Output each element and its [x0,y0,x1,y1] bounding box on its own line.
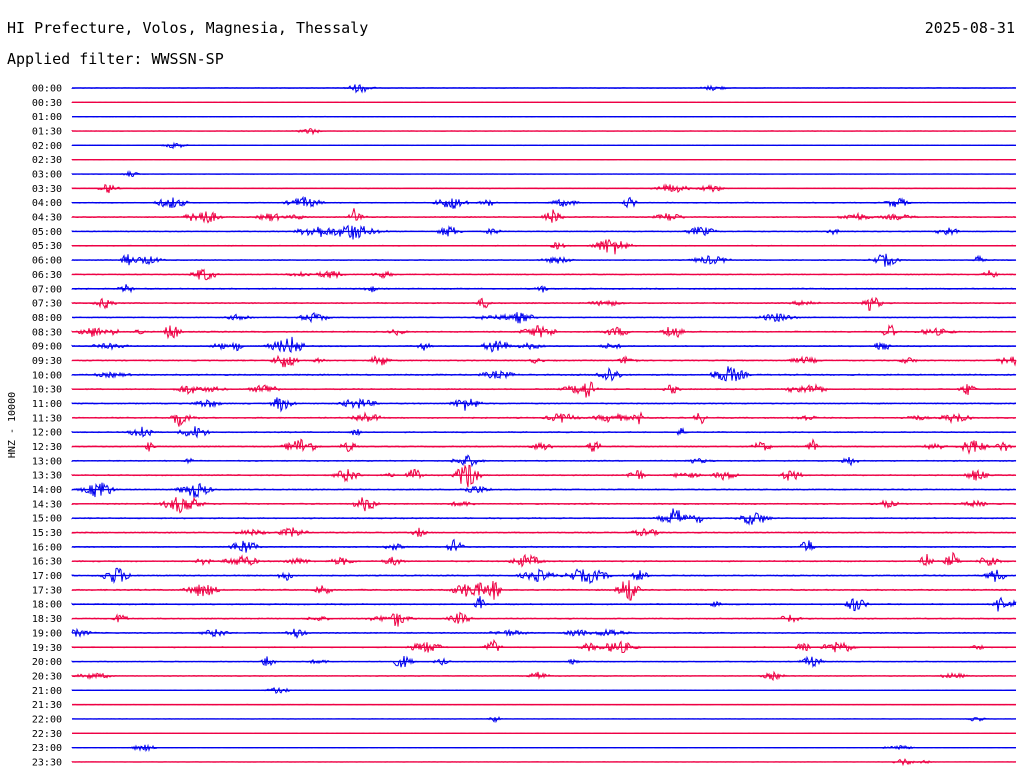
time-tick-label: 19:00 [32,628,62,639]
time-tick-label: 07:00 [32,284,62,295]
seismogram-trace-row [71,464,1017,488]
time-tick-label: 06:00 [32,256,62,267]
seismogram-trace-row [71,296,1017,311]
time-tick-label: 04:00 [32,198,62,209]
time-tick-label: 12:30 [32,442,62,453]
time-tick-label: 13:00 [32,456,62,467]
time-tick-label: 04:30 [32,213,62,224]
time-tick-label: 06:30 [32,270,62,281]
date-label: 2025-08-31 [924,19,1015,37]
filter-label: Applied filter: WWSSN-SP [7,50,224,68]
time-tick-label: 15:30 [32,528,62,539]
seismogram-traces [71,84,1017,767]
time-tick-label: 17:00 [32,571,62,582]
time-tick-label: 11:30 [32,413,62,424]
seismogram-trace-row [71,508,1017,526]
time-tick-label: 01:30 [32,127,62,138]
time-tick-label: 22:30 [32,729,62,740]
seismogram-trace-row [71,336,1017,354]
seismogram-trace-row [71,538,1017,553]
seismogram-trace-row [71,208,1017,224]
time-tick-label: 18:30 [32,614,62,625]
time-tick-labels: 00:00 00:30 01:00 01:30 02:00 02:30 03:00 03:30… [32,84,62,769]
time-tick-label: 10:00 [32,370,62,381]
seismogram-trace-row [71,611,1017,627]
seismogram-trace-row [71,354,1017,368]
time-tick-label: 21:00 [32,686,62,697]
time-tick-label: 17:30 [32,585,62,596]
time-tick-label: 00:00 [32,84,62,95]
time-tick-label: 23:30 [32,757,62,768]
time-tick-label: 09:00 [32,342,62,353]
time-tick-label: 05:00 [32,227,62,238]
time-tick-label: 01:00 [32,112,62,123]
time-tick-label: 07:30 [32,299,62,310]
time-tick-label: 03:30 [32,184,62,195]
seismogram-trace-row [71,496,1017,514]
seismogram-trace-row [71,551,1017,568]
time-tick-label: 09:30 [32,356,62,367]
time-tick-label: 08:30 [32,327,62,338]
time-tick-label: 19:30 [32,643,62,654]
page-title: HI Prefecture, Volos, Magnesia, Thessaly [7,19,369,37]
time-tick-label: 12:00 [32,428,62,439]
time-tick-label: 18:00 [32,600,62,611]
time-tick-label: 00:30 [32,98,62,109]
channel-axis-label: HNZ - 10000 [7,392,18,458]
time-tick-label: 10:30 [32,385,62,396]
time-tick-label: 14:00 [32,485,62,496]
time-tick-label: 21:30 [32,700,62,711]
time-tick-label: 05:30 [32,241,62,252]
time-tick-label: 20:30 [32,671,62,682]
time-tick-label: 08:00 [32,313,62,324]
seismogram-trace-row [71,482,1017,499]
time-tick-label: 14:30 [32,499,62,510]
time-tick-label: 03:00 [32,170,62,181]
seismogram-trace-row [71,411,1017,427]
time-tick-label: 13:30 [32,471,62,482]
time-tick-label: 16:30 [32,557,62,568]
time-tick-label: 15:00 [32,514,62,525]
time-tick-label: 20:00 [32,657,62,668]
time-tick-label: 02:30 [32,155,62,166]
time-tick-label: 02:00 [32,141,62,152]
time-tick-label: 23:00 [32,743,62,754]
seismogram-trace-row [71,238,1017,255]
time-tick-label: 11:00 [32,399,62,410]
time-tick-label: 22:00 [32,714,62,725]
time-tick-label: 16:00 [32,542,62,553]
seismogram-trace-row [71,224,1017,240]
seismogram-trace-row [71,638,1017,654]
seismogram-trace-row [71,366,1017,382]
